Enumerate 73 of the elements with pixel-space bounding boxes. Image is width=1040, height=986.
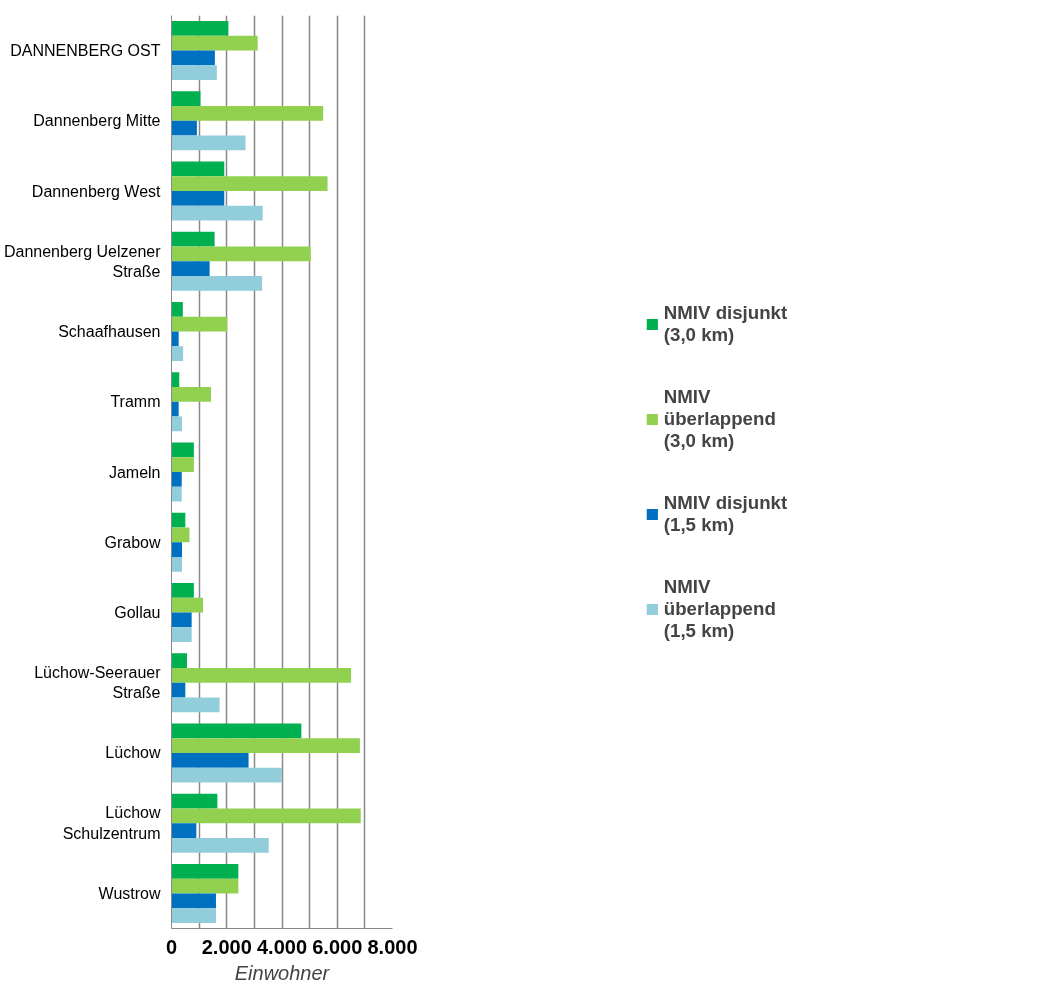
y-tick-label: Wustrow — [98, 884, 161, 902]
bar — [171, 808, 361, 824]
bar — [171, 346, 184, 362]
y-tick-label: Lüchow Schulzentrum — [62, 804, 161, 842]
bar — [171, 752, 249, 768]
bar — [171, 472, 182, 487]
bar — [171, 176, 328, 192]
bar — [171, 908, 216, 923]
bar — [171, 316, 228, 332]
bar — [171, 723, 302, 739]
bar — [171, 837, 269, 853]
y-tick-label: Lüchow-Seerauer Straße — [34, 663, 162, 702]
bar — [171, 893, 216, 909]
bar — [171, 120, 197, 136]
bar — [171, 231, 215, 247]
bar — [171, 442, 194, 458]
bar — [171, 863, 239, 879]
y-tick-label: Grabow — [104, 533, 161, 551]
x-tick-label: 4.000 — [256, 935, 308, 958]
bar — [171, 697, 220, 713]
x-tick-label: 0 — [165, 935, 178, 958]
bar — [171, 135, 246, 151]
y-tick-label: DANNENBERG OST — [10, 42, 161, 60]
legend-label: NMIV disjunkt (1,5 km) — [663, 491, 788, 536]
bar — [171, 627, 192, 642]
bar — [171, 416, 182, 432]
bar — [171, 35, 258, 51]
x-axis-title: Einwohner — [234, 961, 331, 984]
bar — [171, 246, 311, 262]
bar — [171, 276, 263, 291]
legend-label: NMIV überlappend (1,5 km) — [663, 575, 776, 642]
bar — [171, 372, 180, 388]
y-tick-label: Jameln — [108, 463, 161, 481]
y-tick-label: Dannenberg Mitte — [33, 112, 161, 130]
bar — [171, 823, 197, 838]
bar — [171, 653, 187, 668]
bar — [171, 738, 360, 753]
bar — [171, 486, 182, 502]
bar — [171, 65, 217, 81]
y-tick-label: Gollau — [114, 603, 161, 621]
y-tick-label: Dannenberg Uelzener Straße — [3, 242, 162, 281]
bar — [171, 597, 203, 613]
bar — [171, 261, 210, 277]
legend-label: NMIV disjunkt (3,0 km) — [663, 301, 788, 346]
bar — [171, 767, 282, 783]
x-tick-label: 6.000 — [312, 935, 363, 958]
legend-label: NMIV überlappend (3,0 km) — [663, 385, 776, 452]
x-tick-label: 2.000 — [201, 935, 252, 958]
y-tick-label: Schaafhausen — [58, 323, 161, 341]
bar — [171, 91, 201, 107]
bar — [171, 106, 324, 121]
bar — [171, 50, 215, 66]
bar — [171, 387, 211, 402]
bar — [171, 21, 229, 36]
bar — [171, 457, 194, 472]
bar — [171, 793, 218, 809]
y-tick-label: Lüchow — [105, 744, 161, 762]
bar — [171, 401, 179, 417]
x-tick-label: 8.000 — [367, 935, 418, 958]
bar — [171, 556, 182, 572]
bar — [171, 667, 352, 683]
bar — [171, 191, 225, 206]
bar — [171, 878, 239, 894]
bar — [171, 542, 182, 557]
bar — [171, 161, 225, 177]
bar — [171, 302, 183, 317]
bar — [171, 331, 179, 347]
bar — [171, 612, 192, 628]
y-tick-label: Tramm — [110, 393, 161, 411]
bar — [171, 582, 194, 598]
bar — [171, 527, 190, 543]
bar — [171, 205, 263, 221]
y-tick-label: Dannenberg West — [31, 182, 162, 200]
